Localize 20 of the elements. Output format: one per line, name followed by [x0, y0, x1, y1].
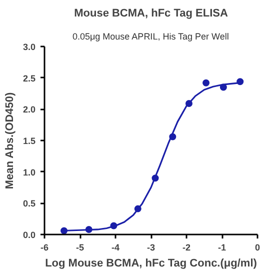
y-tick-label: 2.0: [22, 104, 36, 115]
x-tick-label: -1: [218, 242, 226, 252]
y-axis-title: Mean Abs.(OD450): [4, 92, 16, 190]
chart-title: Mouse BCMA, hFc Tag ELISA: [74, 8, 228, 20]
point: [236, 78, 244, 86]
y-tick-label: 1.0: [22, 167, 36, 178]
y-tick-label: 0.0: [22, 230, 36, 240]
point: [202, 79, 210, 86]
x-tick-label: 0: [254, 242, 260, 252]
y-tick-label: 2.5: [22, 73, 36, 84]
y-tick-label: 3.0: [22, 42, 36, 52]
x-tick-label: -3: [147, 242, 156, 252]
x-tick-label: -2: [182, 242, 191, 252]
chart-subtitle: 0.05μg Mouse APRIL, His Tag Per Well: [72, 32, 229, 42]
x-tick-label: -6: [40, 242, 49, 252]
x-axis-title: Log Mouse BCMA, hFc Tag Conc.(μg/ml): [45, 258, 258, 270]
x-tick-label: -4: [112, 242, 120, 252]
y-tick-label: 0.5: [22, 198, 36, 209]
y-tick-label: 1.5: [22, 136, 36, 146]
x-tick-label: -5: [76, 242, 84, 252]
